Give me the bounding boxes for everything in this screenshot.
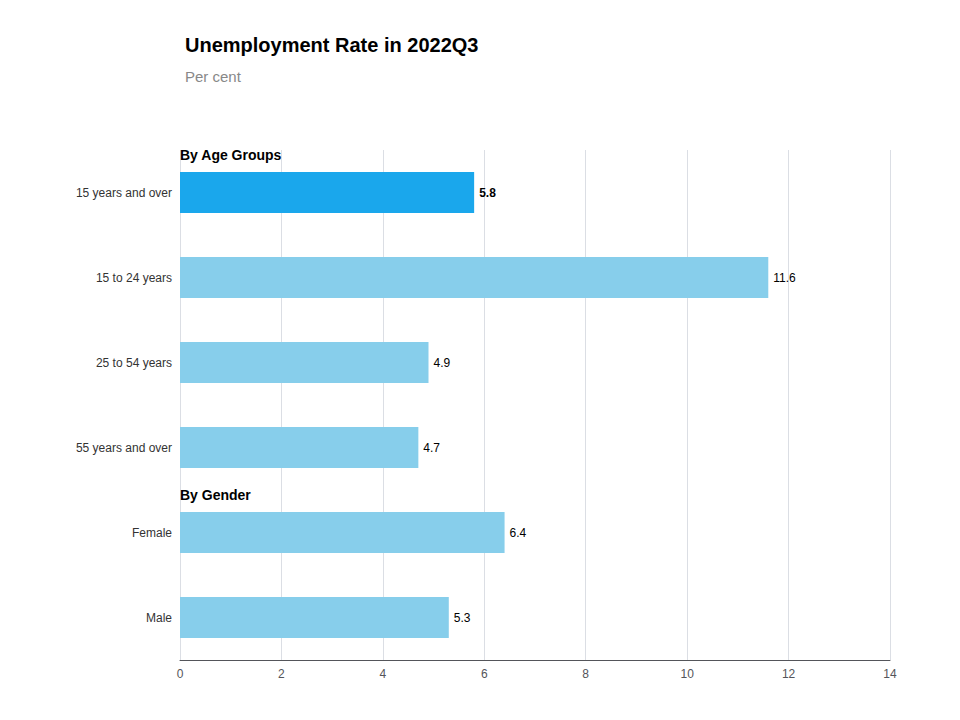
svg-text:14: 14 [883,667,897,681]
svg-text:6.4: 6.4 [510,526,527,540]
svg-text:55 years and over: 55 years and over [76,441,172,455]
svg-text:Per cent: Per cent [185,68,242,85]
svg-text:Female: Female [132,526,172,540]
svg-text:4: 4 [380,667,387,681]
svg-text:5.8: 5.8 [479,186,496,200]
svg-text:8: 8 [582,667,589,681]
svg-text:11.6: 11.6 [773,271,796,285]
svg-text:0: 0 [177,667,184,681]
svg-text:10: 10 [680,667,694,681]
svg-text:4.9: 4.9 [434,356,451,370]
svg-text:6: 6 [481,667,488,681]
svg-text:4.7: 4.7 [423,441,440,455]
svg-text:2: 2 [278,667,285,681]
svg-text:25 to 54 years: 25 to 54 years [96,356,172,370]
svg-text:By Age Groups: By Age Groups [180,147,282,163]
svg-text:Male: Male [146,611,172,625]
svg-text:12: 12 [782,667,796,681]
svg-text:By Gender: By Gender [180,487,251,503]
svg-text:Unemployment Rate in 2022Q3: Unemployment Rate in 2022Q3 [185,34,478,56]
svg-text:15 years and over: 15 years and over [76,186,172,200]
svg-text:5.3: 5.3 [454,611,471,625]
svg-text:15 to 24 years: 15 to 24 years [96,271,172,285]
